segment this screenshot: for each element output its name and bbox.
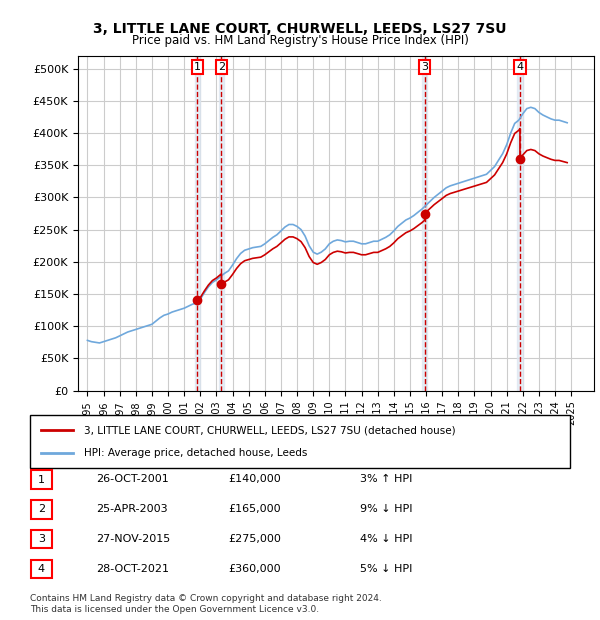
Text: HPI: Average price, detached house, Leeds: HPI: Average price, detached house, Leed…: [84, 448, 307, 458]
Text: 1: 1: [194, 62, 201, 73]
Text: 1: 1: [38, 474, 45, 485]
Bar: [517, 56, 523, 391]
Bar: [219, 56, 224, 391]
Text: 3, LITTLE LANE COURT, CHURWELL, LEEDS, LS27 7SU (detached house): 3, LITTLE LANE COURT, CHURWELL, LEEDS, L…: [84, 425, 455, 435]
Text: 4: 4: [517, 62, 524, 73]
Text: 4% ↓ HPI: 4% ↓ HPI: [360, 534, 413, 544]
Text: £140,000: £140,000: [228, 474, 281, 484]
Text: 3% ↑ HPI: 3% ↑ HPI: [360, 474, 412, 484]
Text: 4: 4: [38, 564, 45, 574]
FancyBboxPatch shape: [31, 471, 52, 489]
Text: 3: 3: [38, 534, 45, 544]
Text: 9% ↓ HPI: 9% ↓ HPI: [360, 504, 413, 514]
Text: Price paid vs. HM Land Registry's House Price Index (HPI): Price paid vs. HM Land Registry's House …: [131, 34, 469, 47]
FancyBboxPatch shape: [31, 530, 52, 548]
Text: 27-NOV-2015: 27-NOV-2015: [96, 534, 170, 544]
Text: 3, LITTLE LANE COURT, CHURWELL, LEEDS, LS27 7SU: 3, LITTLE LANE COURT, CHURWELL, LEEDS, L…: [93, 22, 507, 36]
Text: Contains HM Land Registry data © Crown copyright and database right 2024.
This d: Contains HM Land Registry data © Crown c…: [30, 595, 382, 614]
Bar: [195, 56, 200, 391]
Text: 25-APR-2003: 25-APR-2003: [96, 504, 167, 514]
Text: 26-OCT-2001: 26-OCT-2001: [96, 474, 169, 484]
FancyBboxPatch shape: [30, 415, 570, 468]
Text: £275,000: £275,000: [228, 534, 281, 544]
FancyBboxPatch shape: [31, 560, 52, 578]
Text: £360,000: £360,000: [228, 564, 281, 574]
Text: 5% ↓ HPI: 5% ↓ HPI: [360, 564, 412, 574]
Bar: [422, 56, 427, 391]
Text: 2: 2: [38, 504, 45, 515]
Text: £165,000: £165,000: [228, 504, 281, 514]
Text: 2: 2: [218, 62, 225, 73]
FancyBboxPatch shape: [31, 500, 52, 518]
Text: 3: 3: [421, 62, 428, 73]
Text: 28-OCT-2021: 28-OCT-2021: [96, 564, 169, 574]
